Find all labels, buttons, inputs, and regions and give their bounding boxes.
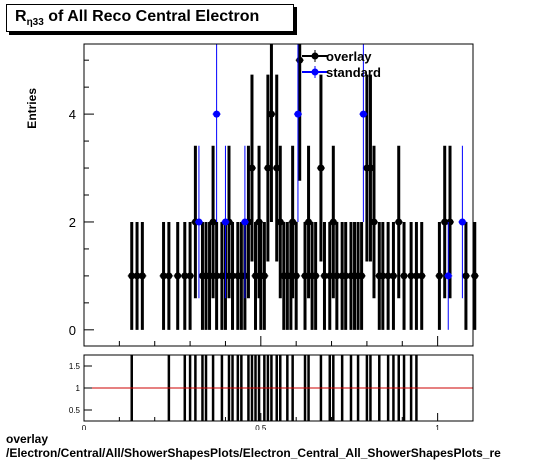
- data-point: [358, 272, 366, 280]
- footer-line-2: /Electron/Central/All/ShowerShapesPlots/…: [6, 446, 501, 460]
- title-subscript: η33: [26, 17, 44, 29]
- data-point: [181, 272, 189, 280]
- data-point: [384, 272, 392, 280]
- y-axis-label: Entries: [25, 88, 39, 129]
- ratio-y-tick-label: 1.5: [69, 362, 81, 371]
- data-point: [252, 272, 260, 280]
- data-point: [444, 272, 452, 280]
- data-point: [165, 272, 173, 280]
- title-box: Rη33 of All Reco Central Electron: [6, 4, 294, 32]
- y-tick-label: 4: [69, 107, 76, 122]
- footer-line-1: overlay: [6, 432, 49, 446]
- data-point: [276, 218, 284, 226]
- x-axis-label: R: [456, 429, 464, 430]
- data-point: [292, 272, 300, 280]
- data-point: [379, 272, 387, 280]
- data-point: [407, 272, 415, 280]
- ratio-plot: 0.5 1 1.5 0 0.5 1: [69, 354, 474, 430]
- data-point: [366, 164, 374, 172]
- data-point: [412, 272, 420, 280]
- ratio-y-tick-label: 1: [76, 384, 81, 393]
- data-point: [305, 218, 313, 226]
- legend-label-overlay: overlay: [326, 49, 372, 64]
- data-point: [260, 272, 268, 280]
- data-point: [209, 218, 217, 226]
- data-point: [329, 218, 337, 226]
- data-point: [446, 218, 454, 226]
- ratio-x-tick-label: 0: [82, 424, 87, 430]
- data-point: [317, 164, 325, 172]
- data-point: [400, 272, 408, 280]
- data-point: [294, 110, 302, 118]
- data-point: [229, 272, 237, 280]
- ratio-x-tick-label: 1: [435, 424, 440, 430]
- data-point: [296, 56, 304, 64]
- data-point: [213, 272, 221, 280]
- data-point: [395, 218, 403, 226]
- data-point: [128, 272, 136, 280]
- data-point: [133, 272, 141, 280]
- data-point: [213, 110, 221, 118]
- data-point: [289, 218, 297, 226]
- data-point: [418, 272, 426, 280]
- data-point: [273, 164, 281, 172]
- data-point: [458, 218, 466, 226]
- data-point: [138, 272, 146, 280]
- data-point: [435, 272, 443, 280]
- data-point: [267, 110, 275, 118]
- legend-marker-overlay: [311, 52, 319, 60]
- legend-marker-standard: [311, 68, 319, 76]
- data-point: [441, 218, 449, 226]
- ratio-x-tick-label: 0.5: [255, 424, 267, 430]
- data-point: [389, 272, 397, 280]
- title-main: R: [15, 8, 27, 25]
- footer-path: overlay /Electron/Central/All/ShowerShap…: [6, 432, 501, 460]
- data-point: [359, 110, 367, 118]
- ratio-y-tick-label: 0.5: [69, 406, 81, 415]
- title-rest: of All Reco Central Electron: [43, 8, 260, 25]
- data-point: [248, 164, 256, 172]
- series-standard: [194, 44, 467, 330]
- y-tick-label: 0: [69, 323, 76, 338]
- y-tick-label: 2: [69, 215, 76, 230]
- data-point: [174, 272, 182, 280]
- data-point: [206, 272, 214, 280]
- data-point: [301, 272, 309, 280]
- series-overlay: [127, 44, 479, 330]
- data-point: [320, 272, 328, 280]
- data-point: [471, 272, 479, 280]
- chart-title: Rη33 of All Reco Central Electron: [15, 8, 259, 28]
- data-point: [370, 218, 378, 226]
- data-point: [326, 272, 334, 280]
- data-point: [221, 218, 229, 226]
- data-point: [462, 272, 470, 280]
- legend-label-standard: standard: [326, 65, 381, 80]
- data-point: [333, 272, 341, 280]
- data-point: [241, 218, 249, 226]
- data-point: [160, 272, 168, 280]
- data-point: [312, 272, 320, 280]
- data-point: [342, 272, 350, 280]
- data-point: [195, 218, 203, 226]
- data-point: [186, 272, 194, 280]
- data-point: [264, 164, 272, 172]
